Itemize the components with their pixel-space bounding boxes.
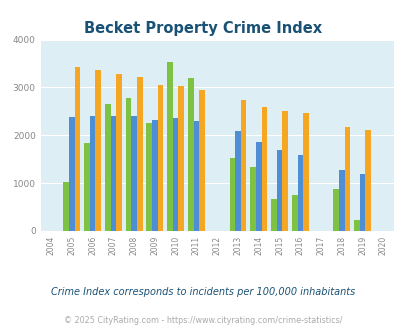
Bar <box>152 120 157 231</box>
Bar <box>255 142 261 231</box>
Bar <box>276 150 281 231</box>
Bar <box>136 77 142 231</box>
Text: Crime Index corresponds to incidents per 100,000 inhabitants: Crime Index corresponds to incidents per… <box>51 287 354 297</box>
Bar <box>291 195 297 231</box>
Bar <box>95 70 101 231</box>
Bar <box>344 127 350 231</box>
Bar <box>167 62 173 231</box>
Bar <box>178 85 183 231</box>
Bar <box>199 90 205 231</box>
Bar <box>303 113 308 231</box>
Bar <box>131 116 136 231</box>
Bar <box>193 121 199 231</box>
Bar <box>110 116 116 231</box>
Bar <box>364 130 370 231</box>
Bar <box>240 100 246 231</box>
Text: Becket Property Crime Index: Becket Property Crime Index <box>84 21 321 36</box>
Bar <box>173 117 178 231</box>
Bar <box>338 170 344 231</box>
Bar <box>116 74 121 231</box>
Bar <box>229 158 234 231</box>
Bar <box>250 167 255 231</box>
Bar <box>354 219 359 231</box>
Bar <box>271 199 276 231</box>
Bar <box>261 107 266 231</box>
Bar <box>359 174 364 231</box>
Bar <box>188 78 193 231</box>
Bar <box>157 85 163 231</box>
Bar <box>333 189 338 231</box>
Bar <box>90 116 95 231</box>
Bar <box>104 104 110 231</box>
Bar <box>63 182 69 231</box>
Bar <box>281 112 287 231</box>
Bar <box>69 117 75 231</box>
Bar <box>75 67 80 231</box>
Bar <box>146 123 152 231</box>
Bar <box>84 143 90 231</box>
Bar <box>126 98 131 231</box>
Text: © 2025 CityRating.com - https://www.cityrating.com/crime-statistics/: © 2025 CityRating.com - https://www.city… <box>64 315 341 325</box>
Bar <box>297 155 303 231</box>
Bar <box>234 131 240 231</box>
